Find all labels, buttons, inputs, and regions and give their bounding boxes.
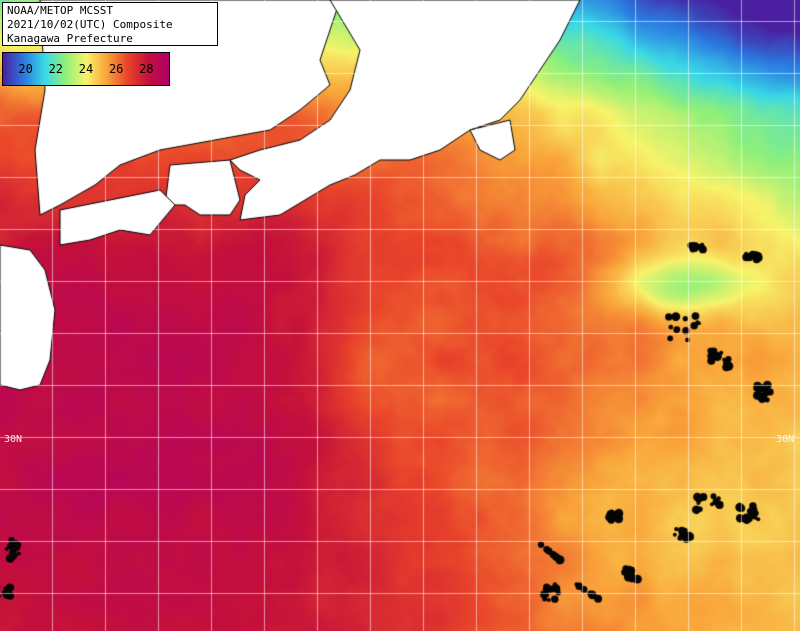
map-title-box: NOAA/METOP MCSST 2021/10/02(UTC) Composi… (2, 2, 218, 46)
latitude-label-left: 30N (4, 434, 23, 445)
legend-labels: 20 22 24 26 28 (3, 53, 169, 85)
title-region: Kanagawa Prefecture (7, 32, 133, 45)
title-source: NOAA/METOP MCSST (7, 4, 113, 17)
legend-label-24: 24 (78, 62, 94, 76)
temperature-legend: 20 22 24 26 28 (2, 52, 170, 86)
latitude-label-right: 30N (776, 434, 795, 445)
title-date: 2021/10/02(UTC) Composite (7, 18, 173, 31)
legend-label-28: 28 (139, 62, 154, 76)
legend-color-bar (3, 53, 169, 85)
legend-label-20: 20 (18, 62, 33, 76)
legend-label-26: 26 (108, 62, 124, 76)
legend-label-22: 22 (48, 62, 64, 76)
